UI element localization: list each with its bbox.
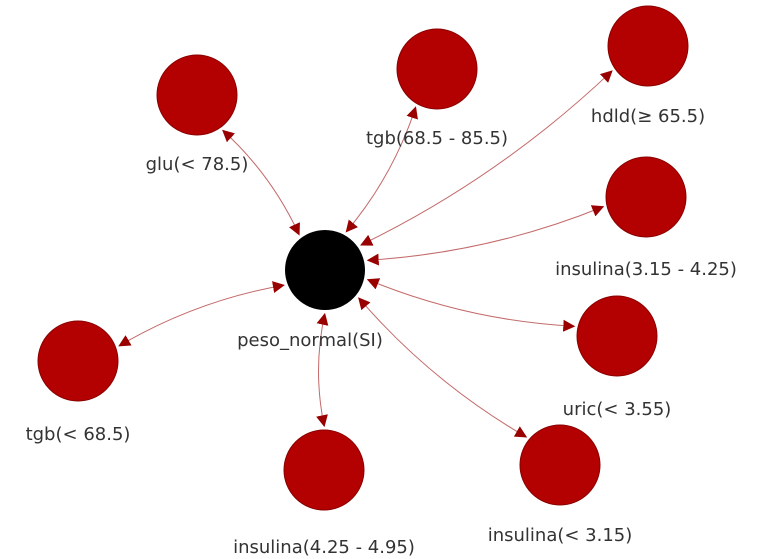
node-label-tgb_mid: tgb(68.5 - 85.5) xyxy=(366,128,508,149)
node-label-insulina_lt_315: insulina(< 3.15) xyxy=(488,525,633,546)
edge-tgb_mid xyxy=(346,107,415,231)
node-label-tgb_low: tgb(< 68.5) xyxy=(26,424,131,445)
node-insulina_lt_315[interactable] xyxy=(520,425,600,505)
edge-hdld xyxy=(361,71,612,245)
node-glu[interactable] xyxy=(157,55,237,135)
center-node[interactable] xyxy=(285,230,365,310)
edge-insulina_lt_315 xyxy=(359,298,526,437)
node-tgb_low[interactable] xyxy=(38,321,118,401)
node-tgb_mid[interactable] xyxy=(397,29,477,109)
node-uric[interactable] xyxy=(577,296,657,376)
node-insulina_315_425[interactable] xyxy=(606,157,686,237)
center-node-label: peso_normal(SI) xyxy=(237,330,383,351)
node-insulina_425_495[interactable] xyxy=(284,430,364,510)
nodes-layer: peso_normal(SI) glu(< 78.5) tgb(68.5 - 85… xyxy=(26,6,737,558)
node-label-glu: glu(< 78.5) xyxy=(146,154,249,175)
node-label-hdld: hdld(≥ 65.5) xyxy=(591,106,705,127)
node-label-uric: uric(< 3.55) xyxy=(563,399,672,420)
edge-insulina_315_425 xyxy=(368,207,603,260)
node-label-insulina_315_425: insulina(3.15 - 4.25) xyxy=(555,259,737,280)
node-hdld[interactable] xyxy=(608,6,688,86)
edge-uric xyxy=(368,280,574,327)
edge-glu xyxy=(223,131,299,235)
node-label-insulina_425_495: insulina(4.25 - 4.95) xyxy=(233,537,415,558)
